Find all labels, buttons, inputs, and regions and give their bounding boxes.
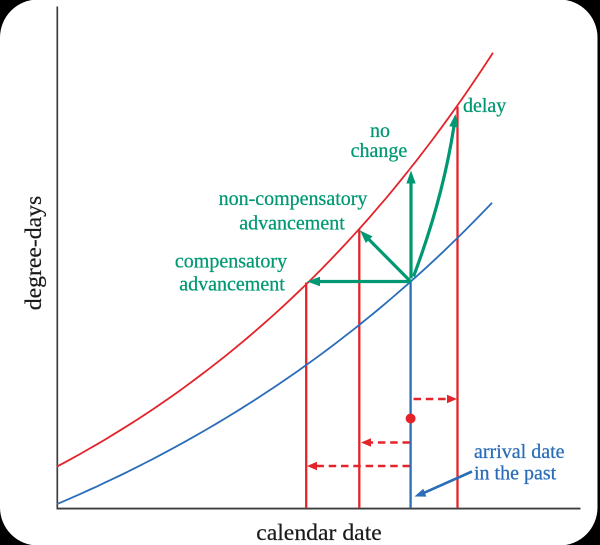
svg-text:degree-days: degree-days: [21, 196, 47, 310]
svg-text:arrival date: arrival date: [474, 441, 565, 463]
svg-text:in the past: in the past: [474, 463, 557, 485]
svg-text:change: change: [351, 140, 408, 162]
svg-text:advancement: advancement: [239, 213, 345, 235]
svg-text:compensatory: compensatory: [175, 251, 287, 273]
svg-text:delay: delay: [463, 95, 506, 117]
svg-text:no: no: [370, 120, 390, 142]
svg-text:calendar date: calendar date: [256, 520, 382, 545]
svg-text:advancement: advancement: [179, 274, 285, 296]
svg-text:non-compensatory: non-compensatory: [219, 188, 368, 210]
